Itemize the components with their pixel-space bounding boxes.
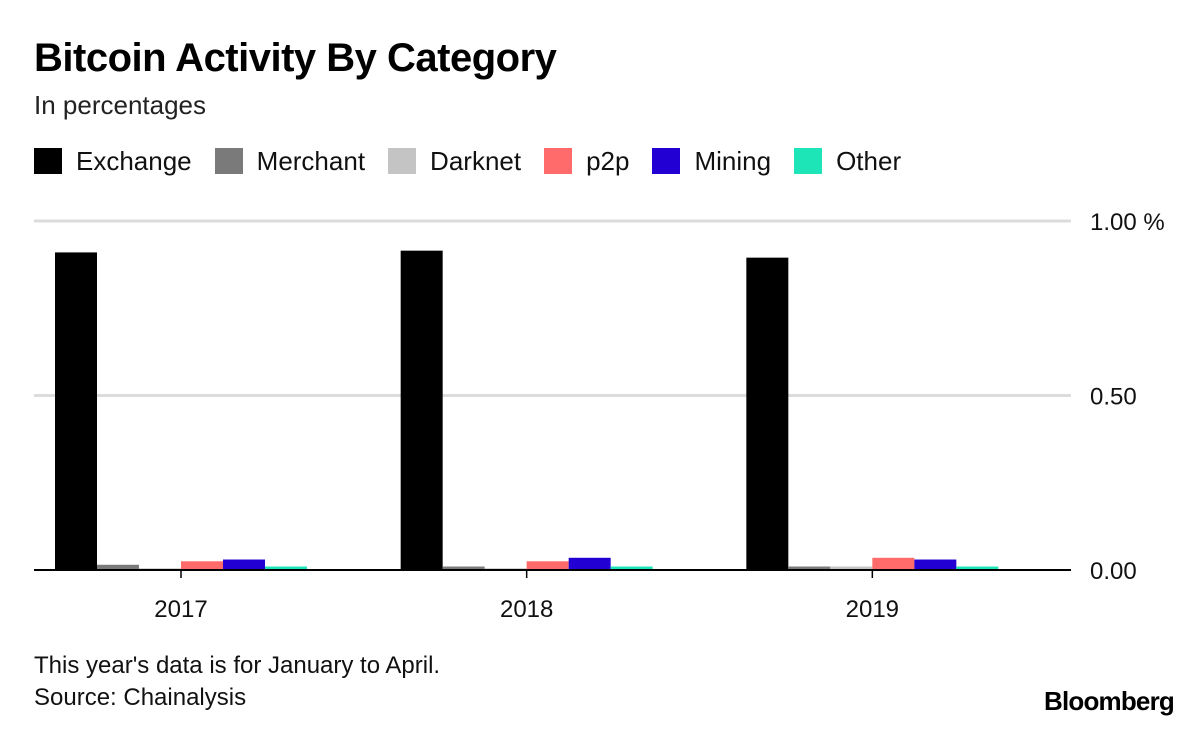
- y-tick-label: 1.00 %: [1090, 209, 1165, 236]
- x-tick-label: 2019: [846, 596, 899, 623]
- bar-merchant-2018: [442, 566, 485, 570]
- legend-item-p2p: p2p: [544, 146, 629, 177]
- legend-item-darknet: Darknet: [388, 146, 521, 177]
- legend-item-exchange: Exchange: [34, 146, 192, 177]
- y-tick-label: 0.00: [1090, 558, 1137, 585]
- bloomberg-logo: Bloomberg: [1043, 686, 1175, 716]
- legend-item-other: Other: [794, 146, 901, 177]
- y-tick-label: 0.50: [1090, 384, 1137, 411]
- bar-merchant-2017: [97, 564, 139, 570]
- bar-mining-2019: [914, 559, 957, 570]
- legend-swatch: [214, 148, 243, 174]
- bar-darknet-2019: [830, 566, 873, 570]
- bar-exchange-2019: [746, 257, 789, 570]
- bar-merchant-2019: [788, 566, 831, 570]
- footnote: This year's data is for January to April…: [34, 652, 441, 679]
- legend-swatch: [652, 148, 681, 174]
- chart-legend: Exchange Merchant Darknet p2p Mining Other: [34, 145, 924, 177]
- legend-item-mining: Mining: [652, 146, 771, 177]
- bar-other-2017: [265, 566, 307, 570]
- chart-subtitle: In percentages: [34, 90, 207, 120]
- bar-mining-2018: [568, 557, 611, 570]
- legend-label: Other: [836, 145, 902, 176]
- legend-swatch: [794, 148, 823, 174]
- source-note: Source: Chainalysis: [34, 684, 247, 711]
- bar-exchange-2017: [55, 252, 97, 570]
- legend-label: Merchant: [256, 145, 366, 176]
- legend-swatch: [388, 148, 417, 174]
- bar-other-2019: [956, 566, 999, 570]
- legend-item-merchant: Merchant: [214, 145, 366, 177]
- legend-swatch: [34, 148, 62, 174]
- bar-exchange-2018: [400, 250, 443, 571]
- legend-label: Exchange: [76, 145, 192, 176]
- bar-p2p-2017: [181, 561, 223, 570]
- legend-label: Mining: [694, 145, 772, 176]
- legend-label: p2p: [586, 145, 630, 176]
- x-tick-label: 2018: [500, 596, 553, 623]
- bar-p2p-2019: [872, 557, 915, 570]
- bar-mining-2017: [223, 559, 265, 570]
- bar-p2p-2018: [526, 561, 569, 570]
- legend-label: Darknet: [430, 145, 522, 176]
- x-tick-label: 2017: [154, 596, 207, 623]
- bar-other-2018: [610, 566, 653, 570]
- chart-title: Bitcoin Activity By Category: [34, 36, 557, 80]
- legend-swatch: [544, 148, 573, 174]
